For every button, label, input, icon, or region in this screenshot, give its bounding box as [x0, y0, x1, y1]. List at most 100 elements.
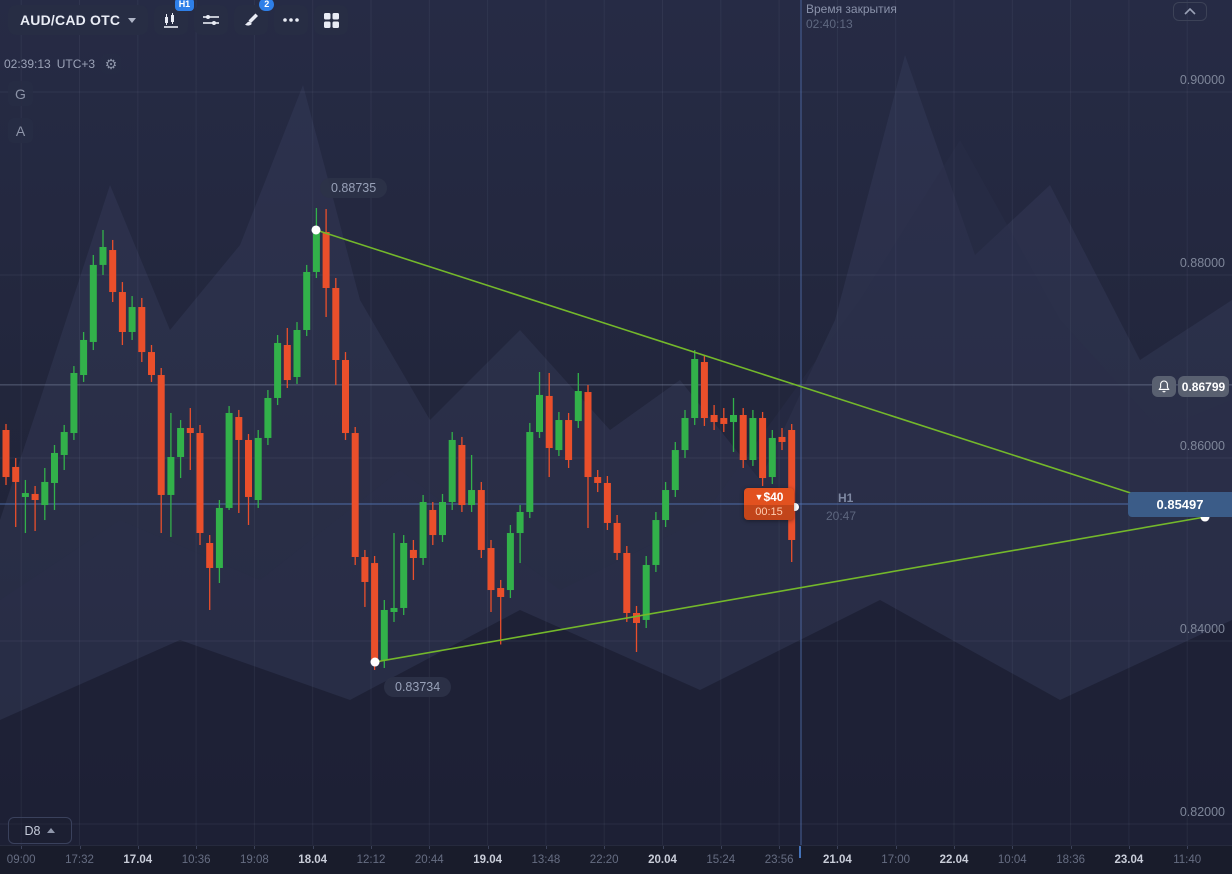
candle-body	[497, 588, 505, 597]
time-axis-tick	[545, 846, 547, 849]
arrow-down-icon: ▼	[754, 492, 764, 502]
time-axis-tick	[604, 846, 606, 849]
upper-trendline-price-pill: 0.88735	[320, 178, 388, 198]
time-axis-tick	[487, 846, 489, 849]
time-axis-tick	[429, 846, 431, 849]
symbol-selector-button[interactable]: AUD/CAD OTC	[8, 5, 149, 35]
time-axis-tick	[1187, 846, 1189, 849]
candle-body	[555, 420, 563, 451]
time-axis-label: 13:48	[531, 854, 561, 866]
price-axis-label: 0.86000	[1179, 439, 1225, 453]
sidebar-button-g[interactable]: G	[8, 81, 33, 106]
candle-body	[574, 391, 582, 422]
drawing-tools-button[interactable]: 2	[234, 0, 275, 35]
time-axis-label: 12:12	[356, 854, 386, 866]
candle-body	[12, 466, 20, 482]
time-axis-label: 11:40	[1173, 854, 1202, 866]
alert-bell-button[interactable]	[1152, 376, 1176, 397]
candle-body	[380, 609, 388, 661]
candle-body	[594, 477, 602, 483]
time-axis-tick	[21, 846, 23, 849]
time-axis-label: 19.04	[473, 854, 502, 866]
candle-body	[545, 395, 553, 449]
sidebar-button-a-label: A	[15, 122, 26, 139]
candle-body	[274, 342, 282, 398]
time-axis-label: 20.04	[648, 854, 677, 866]
candle-body	[710, 414, 718, 423]
timeframe-selector-button[interactable]: D8	[8, 817, 72, 844]
sidebar-button-a[interactable]: A	[8, 118, 33, 143]
time-axis[interactable]: 09:00 17:32 17.04 10:36 19:08 18.04 12:12 20:44…	[0, 845, 1232, 874]
candle-body	[351, 433, 359, 558]
chart-interval-badge: H1	[174, 0, 195, 11]
candle-body	[749, 418, 757, 461]
candle-body	[148, 352, 155, 376]
candle-body	[2, 430, 10, 478]
time-axis-label: 20:44	[414, 854, 444, 866]
price-axis-label: 0.82000	[1179, 805, 1225, 819]
time-axis-tick	[954, 846, 955, 849]
time-axis-tick	[1012, 846, 1014, 849]
candle-body	[41, 481, 49, 506]
alert-price-badge[interactable]: 0.86799	[1178, 376, 1229, 397]
time-axis-label: 18:36	[1056, 854, 1085, 866]
alert-price-value: 0.86799	[1181, 379, 1226, 394]
timezone-label: UTC+3	[56, 57, 96, 71]
candle-body	[332, 287, 340, 361]
candle-body	[254, 437, 262, 500]
collapse-panel-button[interactable]	[1173, 2, 1207, 21]
chevron-down-icon	[128, 17, 137, 23]
sidebar-button-g-label: G	[15, 85, 26, 102]
open-trade-badge[interactable]: ▼$40 00:15	[744, 488, 794, 520]
time-axis-tick	[371, 846, 372, 849]
price-axis-label: 0.90000	[1179, 73, 1225, 87]
time-axis-label: 22:20	[589, 854, 619, 866]
candle-body	[487, 548, 495, 591]
time-axis-tick	[137, 846, 139, 849]
current-time-tick	[799, 846, 801, 858]
candle-body	[245, 439, 252, 497]
candle-body	[536, 394, 543, 433]
time-axis-tick	[196, 846, 198, 849]
trade-countdown: 00:15	[744, 505, 794, 520]
time-axis-label: 10:04	[997, 854, 1027, 866]
chevron-up-icon	[1184, 8, 1196, 15]
candle-body	[186, 427, 194, 434]
gear-icon[interactable]: ⚙	[101, 54, 122, 74]
candle-body	[206, 543, 214, 568]
candle-body	[429, 509, 437, 536]
time-axis-label: 23:56	[764, 854, 794, 866]
candle-body	[584, 392, 592, 478]
candle-body	[342, 360, 349, 434]
indicators-button[interactable]	[194, 5, 229, 35]
candle-body	[730, 414, 737, 423]
candle-body	[468, 490, 476, 506]
candle-body	[293, 329, 301, 378]
candle-body	[671, 450, 679, 491]
candle-body	[526, 432, 534, 512]
time-axis-label: 15:24	[706, 854, 736, 866]
grid-layout-icon	[323, 12, 339, 28]
candle-body	[138, 307, 146, 353]
candle-body	[516, 511, 524, 534]
chart-type-button[interactable]: H1	[154, 0, 195, 35]
lower-trendline-price-pill: 0.83734	[384, 677, 452, 697]
time-axis-label: 18.04	[298, 854, 328, 866]
candle-body	[109, 250, 117, 293]
candle-body	[681, 418, 689, 451]
candle-body	[215, 507, 223, 568]
trendline	[315, 229, 1206, 518]
candle-body	[506, 533, 514, 591]
candle-body	[759, 418, 767, 479]
layout-grid-button[interactable]	[314, 5, 349, 35]
clock-row: 02:39:13 UTC+3 ⚙	[4, 54, 122, 74]
time-axis-label: 17:32	[65, 854, 94, 866]
brush-icon	[245, 13, 259, 26]
more-tools-button[interactable]	[274, 5, 309, 35]
current-price-value: 0.85497	[1156, 497, 1204, 512]
crosshair-timeframe-label: H1	[838, 491, 854, 505]
time-axis-label: 17.04	[123, 854, 153, 866]
